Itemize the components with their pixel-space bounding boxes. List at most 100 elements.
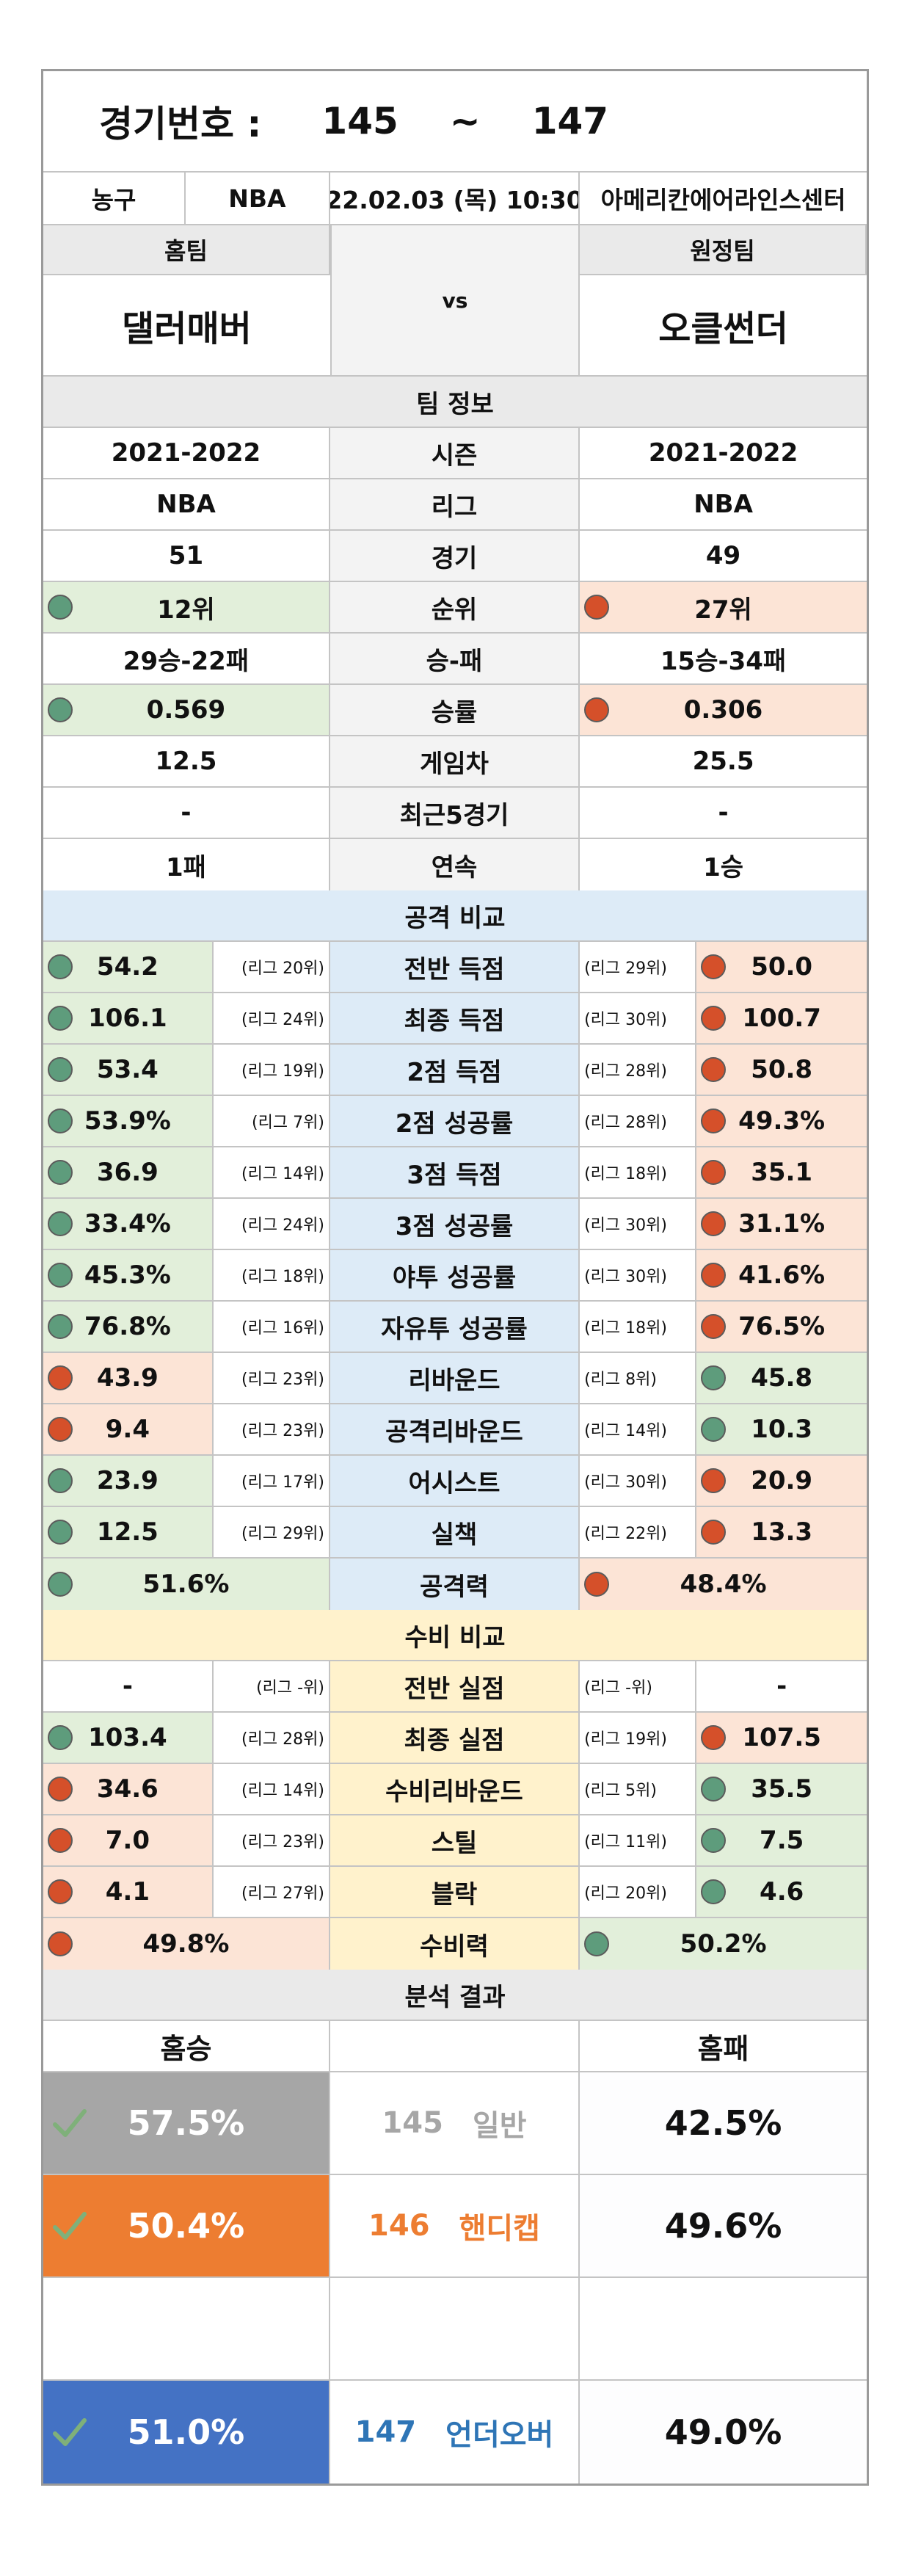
away-value: 20.9 (751, 1466, 813, 1495)
row-label: 전반 득점 (330, 942, 580, 992)
green-dot-icon (48, 1109, 73, 1133)
home-value-cell: 36.9 (43, 1147, 214, 1197)
row-label: 야투 성공률 (330, 1250, 580, 1300)
defense-row: - (리그 -위) 전반 실점 (리그 -위) - (43, 1661, 867, 1713)
away-value: 7.5 (760, 1826, 804, 1855)
page-title: 경기번호 : 145 ~ 147 (43, 71, 867, 171)
home-league-rank: (리그 29위) (213, 1507, 330, 1557)
home-power-cell: 49.8% (43, 1918, 330, 1970)
home-win-header: 홈승 (43, 2021, 330, 2071)
defense-row: 34.6 (리그 14위) 수비리바운드 (리그 5위) 35.5 (43, 1764, 867, 1815)
home-league-rank: (리그 20위) (213, 942, 330, 992)
away-value: NBA (694, 490, 753, 519)
home-team-label: 홈팀 (43, 225, 330, 275)
empty-cell (43, 2278, 330, 2379)
analysis-title: 분석 결과 (404, 1982, 506, 2012)
home-loss-probability-cell: 49.0% (580, 2381, 867, 2484)
home-value: 7.0 (105, 1826, 150, 1855)
green-dot-icon (48, 1006, 73, 1031)
offense-row: 54.2 (리그 20위) 전반 득점 (리그 29위) 50.0 (43, 942, 867, 993)
away-value-cell: 50.0 (696, 942, 867, 992)
green-dot-icon (701, 1828, 727, 1853)
home-value: 106.1 (88, 1004, 167, 1033)
analysis-rows: 57.5% 145 일반 42.5% 50.4% 146 핸디캡 49.6% 51.0% 147 언… (43, 2072, 867, 2484)
away-league-rank: (리그 14위) (580, 1404, 697, 1454)
defense-power-row: 49.8% 수비력 50.2% (43, 1918, 867, 1970)
match-number: 147 (354, 2415, 417, 2449)
red-dot-icon (48, 1931, 73, 1956)
row-label: 게임차 (330, 736, 580, 786)
home-power-value: 49.8% (142, 1929, 230, 1959)
away-league-rank: (리그 11위) (580, 1815, 697, 1865)
bet-type: 핸디캡 (459, 2212, 540, 2246)
league-cell: NBA (186, 173, 330, 224)
offense-power-row: 51.6% 공격력 48.4% (43, 1559, 867, 1610)
row-label: 스틸 (330, 1815, 580, 1865)
team-info-row: 12.5 게임차 25.5 (43, 736, 867, 788)
green-dot-icon (48, 1572, 73, 1597)
away-value-cell: - (580, 788, 867, 838)
home-value-cell: - (43, 1661, 214, 1711)
away-value-cell: 1승 (580, 839, 867, 890)
away-value-cell: 100.7 (696, 993, 867, 1043)
away-value-cell: 13.3 (696, 1507, 867, 1557)
home-value-cell: 29승-22패 (43, 634, 330, 683)
defense-row: 103.4 (리그 28위) 최종 실점 (리그 19위) 107.5 (43, 1713, 867, 1764)
home-loss-probability: 49.6% (664, 2206, 782, 2246)
home-value-cell: 34.6 (43, 1764, 214, 1814)
home-loss-header: 홈패 (697, 2032, 749, 2065)
home-value-cell: 33.4% (43, 1199, 214, 1249)
red-dot-icon (48, 1365, 73, 1390)
away-value: 35.1 (751, 1158, 813, 1187)
row-label: 공격리바운드 (330, 1404, 580, 1454)
green-dot-icon (701, 1879, 727, 1904)
home-value-cell: 12.5 (43, 736, 330, 786)
check-icon (53, 2418, 87, 2446)
red-dot-icon (701, 1160, 727, 1185)
home-league-rank: (리그 7위) (213, 1096, 330, 1146)
match-analysis-sheet: 경기번호 : 145 ~ 147 농구 NBA 22.02.03 (목) 10:… (41, 69, 869, 2486)
home-value: 12.5 (155, 747, 217, 776)
match-info-row: 농구 NBA 22.02.03 (목) 10:30 아메리칸에어라인스센터 (43, 173, 867, 225)
home-win-probability: 51.0% (127, 2412, 245, 2452)
away-value: 49 (705, 541, 741, 570)
bet-type: 일반 (472, 2109, 527, 2143)
home-league-rank: (리그 23위) (213, 1353, 330, 1403)
home-win-probability-cell: 57.5% (43, 2072, 330, 2174)
offense-row: 36.9 (리그 14위) 3점 득점 (리그 18위) 35.1 (43, 1147, 867, 1199)
home-value-cell: 54.2 (43, 942, 214, 992)
team-info-title: 팀 정보 (416, 389, 494, 419)
home-loss-probability: 49.0% (664, 2412, 782, 2452)
row-label: 어시스트 (330, 1456, 580, 1506)
home-power-cell: 51.6% (43, 1559, 330, 1610)
home-win-probability-cell: 50.4% (43, 2175, 330, 2276)
green-dot-icon (48, 1057, 73, 1082)
away-value: 13.3 (751, 1517, 813, 1547)
home-value: 51 (168, 541, 204, 570)
away-value-cell: 31.1% (696, 1199, 867, 1249)
red-dot-icon (701, 1109, 727, 1133)
home-team-column: 홈팀 댈러매버 (43, 225, 330, 375)
away-team-label: 원정팀 (580, 225, 867, 275)
home-value: 45.3% (84, 1260, 171, 1290)
home-league-rank: (리그 14위) (213, 1147, 330, 1197)
home-value: 54.2 (96, 952, 159, 982)
green-dot-icon (701, 1365, 727, 1390)
home-win-probability-cell: 51.0% (43, 2381, 330, 2484)
offense-row: 53.4 (리그 19위) 2점 득점 (리그 28위) 50.8 (43, 1045, 867, 1096)
offense-row: 23.9 (리그 17위) 어시스트 (리그 30위) 20.9 (43, 1456, 867, 1507)
row-label: 2점 득점 (330, 1045, 580, 1095)
away-value-cell: 4.6 (696, 1867, 867, 1917)
home-value: 29승-22패 (123, 646, 250, 676)
away-value: 25.5 (692, 747, 754, 776)
analysis-header: 분석 결과 (43, 1970, 867, 2021)
away-value: 27위 (694, 595, 752, 625)
away-league-rank: (리그 30위) (580, 1456, 697, 1506)
offense-row: 76.8% (리그 16위) 자유투 성공률 (리그 18위) 76.5% (43, 1302, 867, 1353)
home-value: - (181, 798, 192, 827)
vs-label: vs (330, 225, 580, 375)
offense-row: 12.5 (리그 29위) 실책 (리그 22위) 13.3 (43, 1507, 867, 1559)
away-value-cell: 107.5 (696, 1713, 867, 1763)
home-value: 0.569 (146, 695, 226, 725)
away-league-rank: (리그 5위) (580, 1764, 697, 1814)
